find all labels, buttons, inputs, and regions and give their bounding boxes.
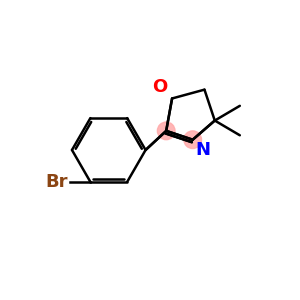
Text: Br: Br [46,173,68,191]
Circle shape [158,122,175,140]
Text: O: O [152,77,168,95]
Circle shape [184,131,202,148]
Text: N: N [196,141,211,159]
